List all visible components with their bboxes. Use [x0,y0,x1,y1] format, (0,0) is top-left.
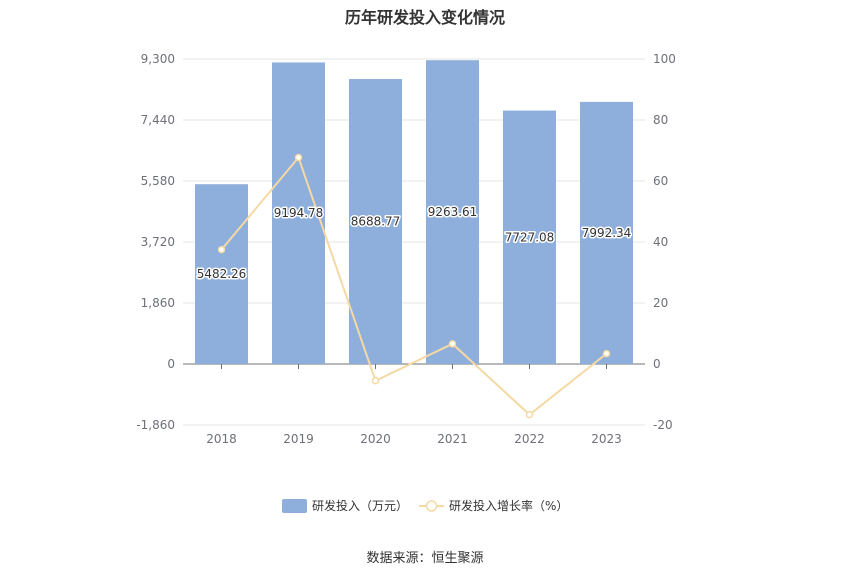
bar-data-label: 8688.77 [351,215,401,229]
x-tick-label: 2020 [360,432,391,446]
x-tick-label: 2018 [206,432,237,446]
growth-rate-point[interactable] [217,245,226,254]
bar-rd-investment[interactable] [272,62,325,364]
y-right-tick-label: 100 [653,52,676,66]
growth-rate-point[interactable] [525,410,534,419]
legend-line-marker[interactable] [425,500,438,512]
bar-data-label: 5482.26 [197,267,247,281]
bar-rd-investment[interactable] [195,184,248,364]
bar-data-label: 9263.61 [428,205,478,219]
data-source: 数据来源：恒生聚源 [366,551,483,566]
x-tick-label: 2022 [514,432,545,446]
y-left-tick-label: 7,440 [141,113,175,127]
growth-rate-point[interactable] [294,153,303,162]
y-left-tick-label: -1,860 [136,418,175,432]
legend-bar-label[interactable]: 研发投入（万元） [312,498,408,513]
legend-line-label[interactable]: 研发投入增长率（%） [449,498,568,513]
growth-rate-point[interactable] [602,349,611,358]
growth-rate-point[interactable] [371,377,380,385]
bar-rd-investment[interactable] [580,101,633,364]
y-right-tick-label: 0 [653,357,661,371]
y-left-tick-label: 9,300 [141,52,175,66]
bar-rd-investment[interactable] [426,60,479,365]
x-tick-label: 2019 [283,432,314,446]
y-left-tick-label: 1,860 [141,296,175,310]
y-right-tick-label: -20 [653,418,673,432]
y-right-tick-label: 40 [653,235,668,249]
bar-rd-investment[interactable] [349,79,402,364]
growth-rate-point[interactable] [448,340,457,348]
y-left-tick-label: 5,580 [141,174,175,188]
x-tick-label: 2023 [591,432,622,446]
y-right-tick-label: 60 [653,174,668,188]
y-left-tick-label: 0 [167,357,175,371]
legend-bar-swatch[interactable] [282,499,307,513]
x-tick-label: 2021 [437,432,468,446]
bar-data-label: 7992.34 [582,226,632,240]
chart-title: 历年研发投入变化情况 [344,8,505,27]
y-right-tick-label: 20 [653,296,668,310]
bar-data-label: 7727.08 [505,230,555,244]
bar-data-label: 9194.78 [274,206,324,220]
growth-rate-line [220,155,608,416]
y-right-tick-label: 80 [653,113,668,127]
y-left-tick-label: 3,720 [141,235,175,249]
bar-rd-investment[interactable] [503,110,556,364]
